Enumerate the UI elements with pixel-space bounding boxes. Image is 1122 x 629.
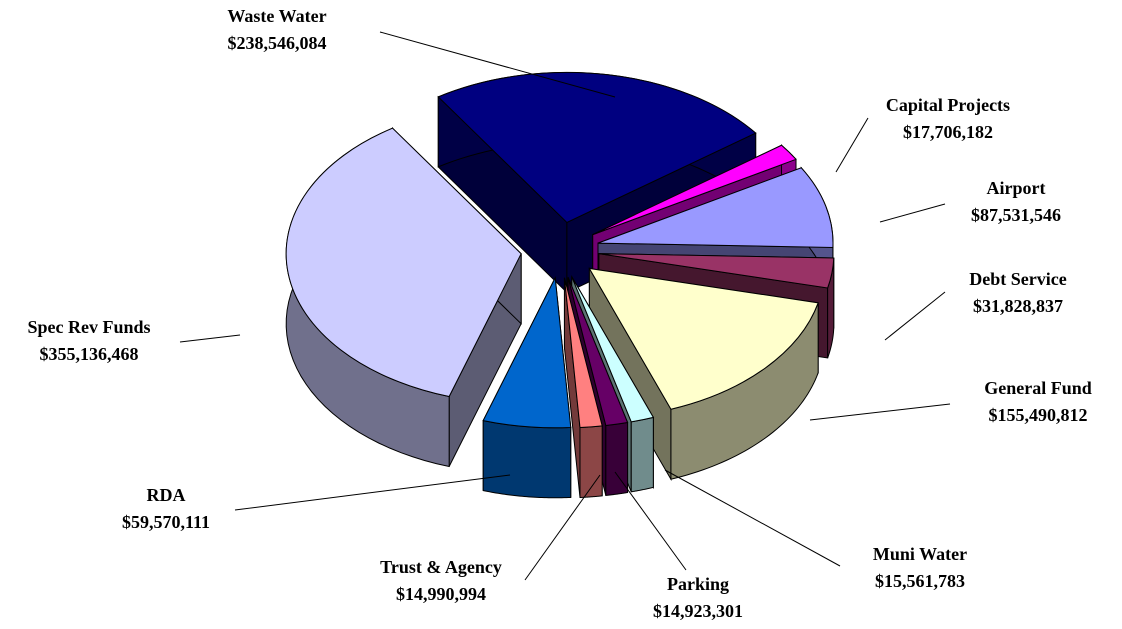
slice-label: Debt Service (969, 269, 1066, 289)
slice-value-label: $355,136,468 (40, 344, 139, 364)
slice-side (630, 416, 654, 493)
slice-value-label: $238,546,084 (228, 33, 327, 53)
slice (437, 71, 757, 224)
slice (563, 277, 603, 429)
slice (592, 144, 797, 236)
leader-line (379, 31, 616, 98)
slice-value-label: $87,531,546 (971, 205, 1061, 225)
slice-label: Trust & Agency (380, 557, 502, 577)
slice (588, 267, 819, 410)
slice-value-label: $14,923,301 (653, 601, 743, 621)
leader-line (879, 203, 946, 223)
slice-value-label: $15,561,783 (875, 571, 965, 591)
slice-value-label: $14,990,994 (396, 584, 486, 604)
slice-label: RDA (147, 485, 186, 505)
slice (567, 277, 629, 426)
slice-label: Capital Projects (886, 95, 1010, 115)
slice-label: General Fund (984, 378, 1092, 398)
leader-line (835, 117, 869, 173)
slice-label: Waste Water (227, 6, 326, 26)
slice (482, 276, 572, 429)
slice-label: Parking (667, 574, 729, 594)
leader-line (234, 474, 511, 511)
leader-line (524, 474, 601, 581)
slice-value-label: $31,828,837 (973, 296, 1063, 316)
leader-line (179, 334, 241, 343)
slice (597, 167, 834, 248)
slice-side (482, 419, 572, 499)
slice (285, 127, 522, 398)
slice-value-label: $59,570,111 (122, 512, 210, 532)
leader-line (884, 291, 946, 341)
slice-value-label: $17,706,182 (903, 122, 993, 142)
slice-label: Airport (987, 178, 1046, 198)
slice-value-label: $155,490,812 (989, 405, 1088, 425)
leader-line (614, 471, 687, 571)
slice-label: Muni Water (873, 544, 967, 564)
leader-line (809, 403, 951, 421)
slice-label: Spec Rev Funds (27, 317, 150, 337)
slice (598, 253, 835, 289)
slice (571, 276, 655, 423)
leader-line (664, 469, 841, 567)
